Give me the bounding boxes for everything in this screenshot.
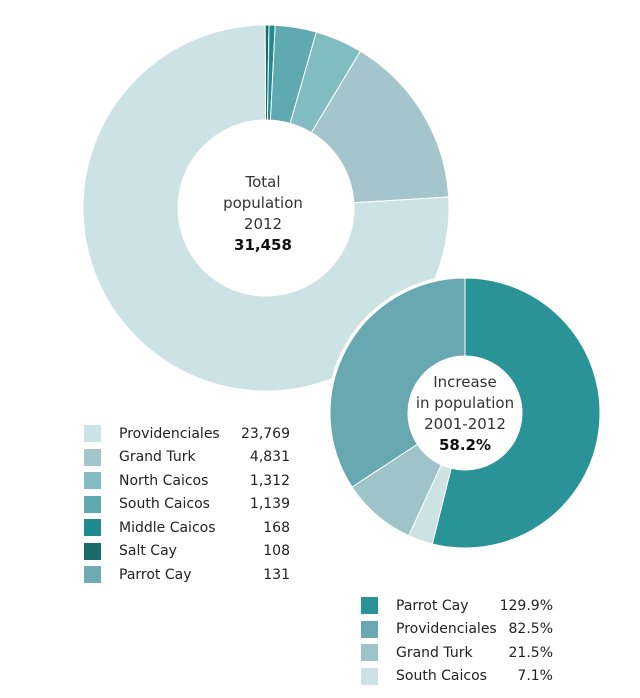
legend-item: Salt Cay 108 (84, 540, 290, 564)
legend-value: 1,139 (249, 496, 290, 513)
legend-value: 82.5% (508, 621, 553, 638)
legend-item: Middle Caicos 168 (84, 516, 290, 540)
legend-value: 108 (263, 543, 290, 560)
donut2-center-line-3: 2001-2012 (424, 415, 506, 433)
legend-swatch (84, 472, 101, 490)
donut1-center-line-3: 2012 (244, 215, 282, 233)
donut1-center-value: 31,458 (234, 236, 292, 254)
legend-item: Providenciales 82.5% (361, 618, 553, 642)
legend-label: Parrot Cay (396, 597, 469, 614)
legend-label: South Caicos (119, 496, 210, 513)
legend-swatch (361, 620, 378, 638)
legend-item: Grand Turk 21.5% (361, 641, 553, 665)
legend-label: Providenciales (119, 425, 220, 442)
legend-label: Grand Turk (119, 449, 196, 466)
legend-swatch (361, 597, 378, 615)
legend-item: South Caicos 1,139 (84, 493, 290, 517)
legend-swatch (84, 519, 101, 537)
population-donut (82, 24, 450, 392)
legend-value: 4,831 (249, 449, 290, 466)
legend-label: Salt Cay (119, 543, 177, 560)
legend-swatch (84, 542, 101, 560)
legend-label: South Caicos (396, 668, 487, 685)
donut1-center-line-2: population (223, 194, 303, 212)
legend-item: Providenciales 23,769 (84, 422, 290, 446)
legend-value: 129.9% (499, 597, 553, 614)
slice-parrot-cay (431, 277, 601, 549)
donut2-center-line-1: Increase (433, 373, 496, 391)
legend-swatch (84, 566, 101, 584)
slice-providenciales (329, 277, 466, 488)
legend-item: Parrot Cay 129.9% (361, 594, 553, 618)
increase-legend: Parrot Cay 129.9% Providenciales 82.5% G… (361, 594, 553, 688)
legend-swatch (84, 495, 101, 513)
legend-value: 23,769 (241, 425, 290, 442)
legend-item: South Caicos 7.1% (361, 665, 553, 689)
legend-item: North Caicos 1,312 (84, 469, 290, 493)
legend-swatch (84, 448, 101, 466)
legend-label: Providenciales (396, 621, 497, 638)
legend-label: North Caicos (119, 472, 209, 489)
donut1-center-line-1: Total (244, 173, 280, 191)
slice-providenciales (82, 24, 450, 392)
legend-swatch (361, 644, 378, 662)
legend-value: 1,312 (249, 472, 290, 489)
legend-value: 7.1% (517, 668, 553, 685)
legend-value: 21.5% (508, 644, 553, 661)
legend-label: Middle Caicos (119, 519, 216, 536)
legend-label: Grand Turk (396, 644, 473, 661)
legend-value: 131 (263, 566, 290, 583)
donut2-center-line-2: in population (416, 394, 514, 412)
legend-label: Parrot Cay (119, 566, 192, 583)
legend-item: Parrot Cay 131 (84, 563, 290, 587)
donut2-center-value: 58.2% (439, 436, 491, 454)
slice-grand-turk (310, 50, 450, 204)
legend-swatch (84, 425, 101, 443)
legend-swatch (361, 667, 378, 685)
population-legend: Providenciales 23,769 Grand Turk 4,831 N… (84, 422, 290, 587)
legend-item: Grand Turk 4,831 (84, 446, 290, 470)
legend-value: 168 (263, 519, 290, 536)
increase-donut (327, 275, 603, 551)
